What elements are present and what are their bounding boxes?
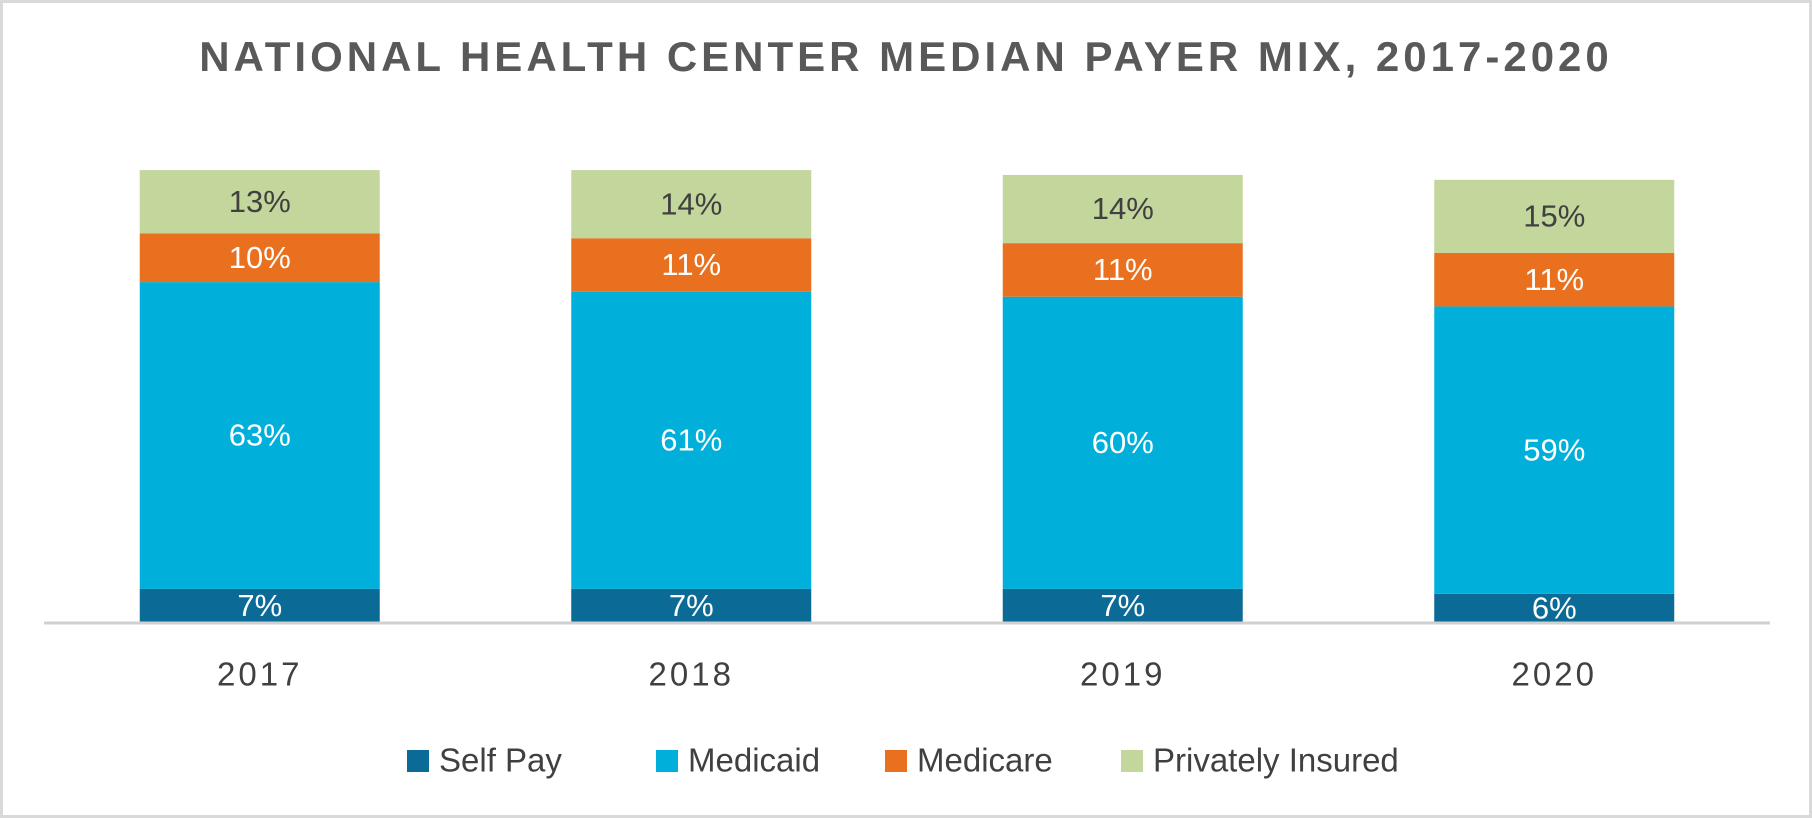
data-label: 60% xyxy=(1092,425,1154,460)
x-tick-label: 2019 xyxy=(1080,656,1165,693)
bar-segment xyxy=(1434,179,1675,253)
x-tick-label: 2020 xyxy=(1512,656,1597,693)
data-label: 11% xyxy=(1524,262,1584,297)
bar-segment xyxy=(571,238,812,292)
legend-label: Privately Insured xyxy=(1153,742,1399,779)
chart-title: NATIONAL HEALTH CENTER MEDIAN PAYER MIX,… xyxy=(199,33,1613,80)
bar-segment xyxy=(1002,296,1243,589)
bar-segment xyxy=(571,291,812,589)
data-label: 15% xyxy=(1523,199,1585,234)
data-label: 7% xyxy=(1100,588,1145,623)
bar-segment xyxy=(571,170,812,239)
data-label: 63% xyxy=(229,418,291,453)
bar-segment xyxy=(139,233,380,283)
data-label: 14% xyxy=(1092,191,1154,226)
data-label: 14% xyxy=(660,186,722,221)
data-label: 11% xyxy=(1093,252,1153,287)
data-label: 6% xyxy=(1532,591,1577,626)
bar-segment xyxy=(1434,252,1675,307)
legend-label: Medicaid xyxy=(688,742,820,779)
data-label: 59% xyxy=(1523,432,1585,467)
data-label: 13% xyxy=(229,184,291,219)
bar-segment xyxy=(1002,174,1243,244)
bar-segment xyxy=(571,588,812,623)
data-label: 11% xyxy=(661,247,721,282)
legend-swatch xyxy=(407,750,429,772)
bar-segment xyxy=(1434,593,1675,623)
data-label: 61% xyxy=(660,423,722,458)
bar-segment xyxy=(139,282,380,589)
data-label: 7% xyxy=(237,588,282,623)
bar-segment xyxy=(1434,306,1675,594)
bar-segment xyxy=(1002,588,1243,623)
legend-label: Self Pay xyxy=(439,742,562,779)
data-label: 7% xyxy=(669,588,714,623)
x-tick-label: 2018 xyxy=(649,656,734,693)
legend-swatch xyxy=(885,750,907,772)
bar-segment xyxy=(139,170,380,234)
data-label: 10% xyxy=(229,240,291,275)
legend-swatch xyxy=(1121,750,1143,772)
legend-label: Medicare xyxy=(917,742,1053,779)
bar-segment xyxy=(139,588,380,623)
legend-swatch xyxy=(656,750,678,772)
x-tick-label: 2017 xyxy=(217,656,302,693)
bar-segment xyxy=(1002,243,1243,297)
